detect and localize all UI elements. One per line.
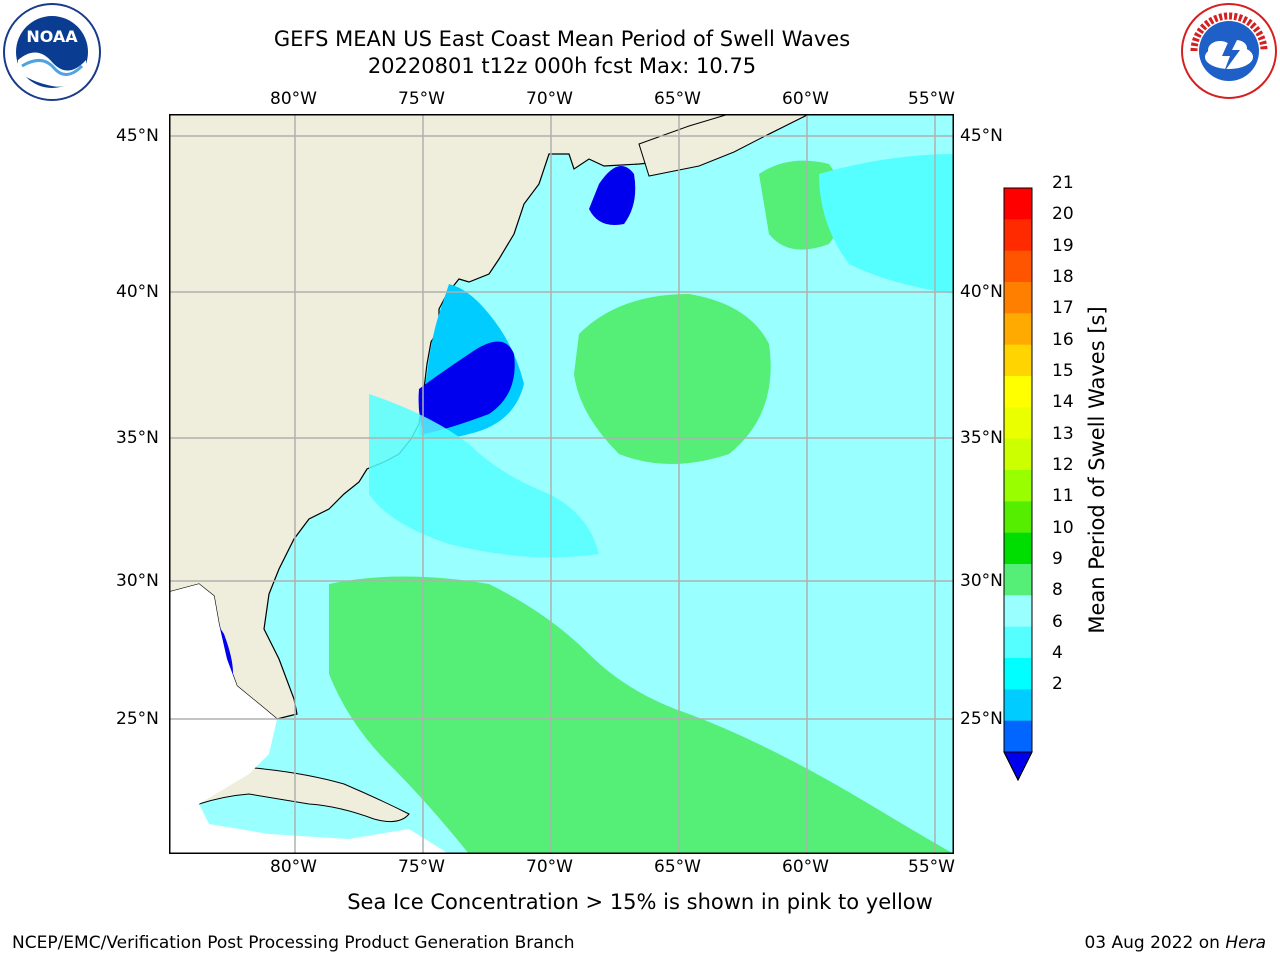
colorbar-tick-label: 16 — [1052, 329, 1074, 350]
colorbar-tick-label: 10 — [1052, 517, 1074, 538]
colorbar-swatch — [1004, 313, 1032, 346]
colorbar-lower-arrow — [1003, 751, 1033, 782]
colorbar-swatch — [1004, 376, 1032, 408]
colorbar-tick-label: 13 — [1052, 423, 1074, 444]
colorbar-tick-label: 8 — [1052, 580, 1063, 601]
colorbar-swatch — [1004, 532, 1032, 565]
colorbar-tick-label: 11 — [1052, 486, 1074, 507]
bottom-lon-label-55w: 55°W — [908, 857, 955, 877]
top-lon-label-65w: 65°W — [654, 89, 701, 109]
colorbar-swatch — [1004, 407, 1032, 440]
sea-ice-note: Sea Ice Concentration > 15% is shown in … — [347, 890, 933, 914]
date-text: 03 Aug 2022 on Hera — [1084, 933, 1266, 953]
colorbar-swatch — [1004, 438, 1032, 471]
map-frame — [169, 114, 954, 854]
colorbar-swatch — [1004, 595, 1032, 628]
right-lat-label-35n: 35°N — [960, 428, 1003, 448]
colorbar-tick-label: 20 — [1052, 204, 1074, 225]
left-lat-label-40n: 40°N — [116, 282, 159, 302]
colorbar-swatch — [1004, 250, 1032, 283]
left-lat-label-35n: 35°N — [116, 428, 159, 448]
colorbar-swatch — [1004, 470, 1032, 502]
colorbar-tick-label: 6 — [1052, 611, 1063, 632]
colorbar-swatch — [1004, 720, 1032, 753]
swell-9s-south — [329, 576, 954, 854]
colorbar-swatch — [1004, 188, 1032, 220]
nodata-caribbean — [169, 804, 449, 854]
colorbar-ticks: 21 20 19 18 17 16 15 14 13 12 11 10 9 8 6 4 2 — [1052, 173, 1092, 780]
colorbar-tick-label: 21 — [1052, 173, 1074, 193]
right-lat-label-40n: 40°N — [960, 282, 1003, 302]
map-title: GEFS MEAN US East Coast Mean Period of S… — [273, 27, 851, 51]
bottom-lon-label-65w: 65°W — [654, 857, 701, 877]
colorbar-svg — [1003, 187, 1033, 782]
colorbar-swatch — [1004, 219, 1032, 252]
top-lon-label-60w: 60°W — [782, 89, 829, 109]
colorbar-outline — [1003, 187, 1033, 782]
bottom-lon-label-80w: 80°W — [270, 857, 317, 877]
noaa-logo-text: NOAA — [26, 27, 78, 46]
left-lat-label-45n: 45°N — [116, 126, 159, 146]
colorbar-swatch — [1004, 626, 1032, 659]
bottom-lon-label-70w: 70°W — [526, 857, 573, 877]
nws-logo — [1180, 2, 1278, 100]
nodata-florida-bay — [169, 584, 277, 814]
cuba-land — [193, 767, 410, 823]
right-lat-label-25n: 25°N — [960, 709, 1003, 729]
host-name: Hera — [1225, 933, 1266, 953]
colorbar-tick-label: 2 — [1052, 674, 1063, 695]
nova-scotia-land — [638, 113, 810, 177]
bottom-lon-label-75w: 75°W — [398, 857, 445, 877]
colorbar-tick-label: 17 — [1052, 298, 1074, 319]
swell-8s-east — [819, 154, 954, 294]
left-lat-label-30n: 30°N — [116, 571, 159, 591]
colorbar-label: Mean Period of Swell Waves [s] — [1085, 306, 1109, 634]
colorbar-tick-label: 12 — [1052, 455, 1074, 475]
credit-text: NCEP/EMC/Verification Post Processing Pr… — [12, 933, 575, 953]
bottom-lon-label-60w: 60°W — [782, 857, 829, 877]
graticule — [169, 114, 954, 854]
colorbar-swatch — [1004, 344, 1032, 377]
top-lon-label-80w: 80°W — [270, 89, 317, 109]
map-svg — [168, 113, 954, 854]
colorbar-tick-label: 9 — [1052, 549, 1063, 569]
colorbar-tick-label: 18 — [1052, 267, 1074, 287]
colorbar-swatch — [1004, 501, 1032, 534]
colorbar — [1000, 186, 1040, 786]
top-lon-label-70w: 70°W — [526, 89, 573, 109]
right-lat-label-45n: 45°N — [960, 126, 1003, 146]
top-lon-label-75w: 75°W — [398, 89, 445, 109]
date-value: 03 Aug 2022 on — [1084, 933, 1220, 953]
left-lat-label-25n: 25°N — [116, 709, 159, 729]
right-lat-label-30n: 30°N — [960, 571, 1003, 591]
blue-patch-gulf-maine — [589, 166, 636, 225]
colorbar-swatch — [1004, 564, 1032, 596]
colorbar-tick-label: 14 — [1052, 392, 1074, 413]
map-panel — [168, 113, 954, 854]
colorbar-swatch — [1004, 282, 1032, 314]
colorbar-swatch — [1004, 658, 1032, 690]
swell-9s-central — [574, 294, 771, 464]
top-lon-label-55w: 55°W — [908, 89, 955, 109]
noaa-logo: NOAA — [2, 2, 102, 102]
colorbar-tick-label: 4 — [1052, 643, 1063, 663]
colorbar-swatch — [1004, 689, 1032, 722]
swell-8s-band — [369, 394, 599, 558]
colorbar-tick-label: 15 — [1052, 361, 1074, 381]
map-subtitle: 20220801 t12z 000h fcst Max: 10.75 — [367, 54, 757, 78]
deep-blue-patch-hatteras — [418, 341, 515, 434]
colorbar-tick-label: 19 — [1052, 235, 1074, 256]
